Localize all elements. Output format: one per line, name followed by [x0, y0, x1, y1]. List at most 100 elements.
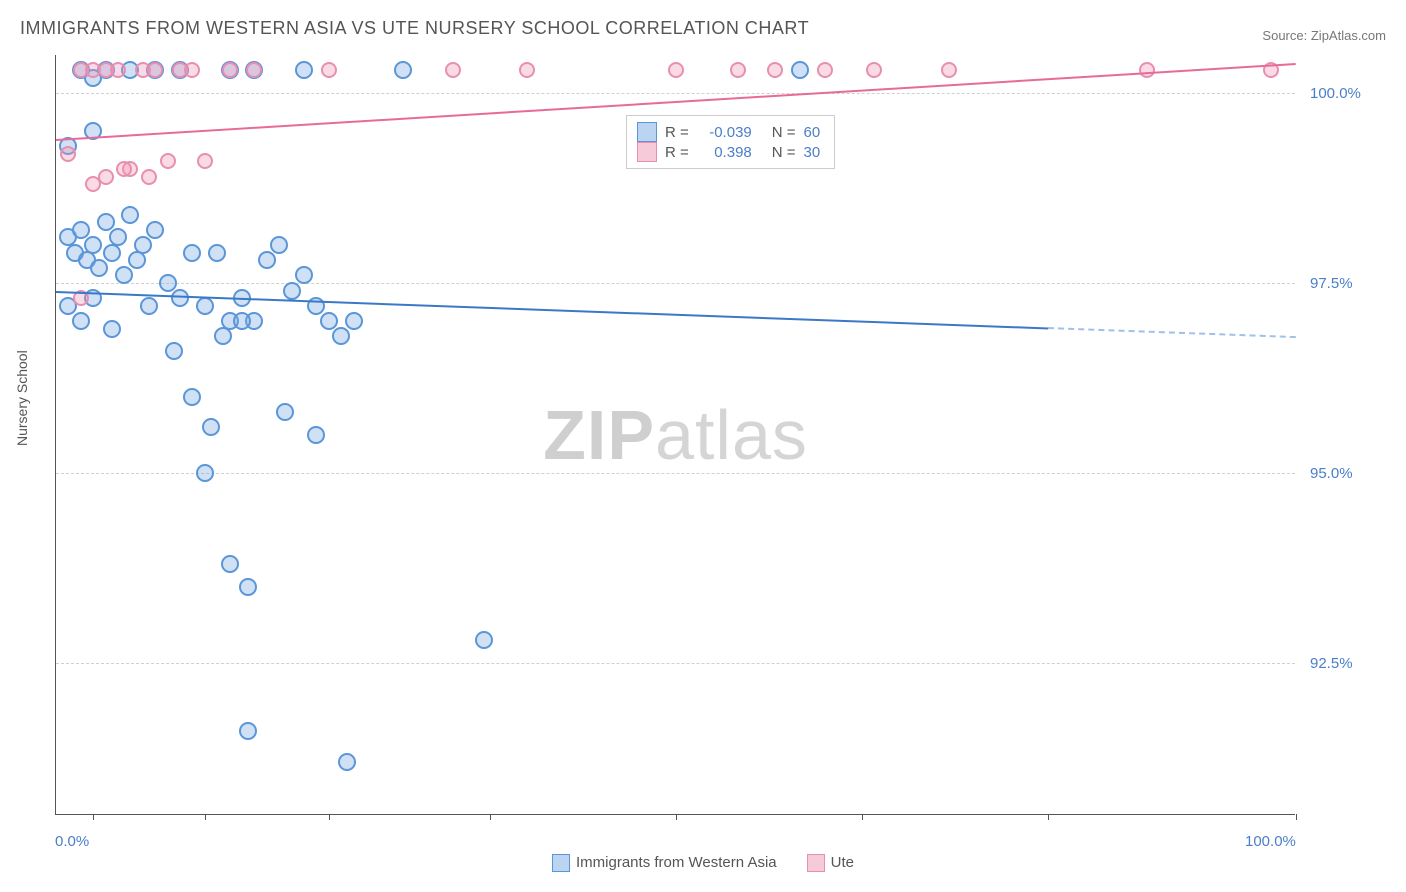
- data-point-blue: [283, 282, 301, 300]
- data-point-pink: [519, 62, 535, 78]
- data-point-pink: [767, 62, 783, 78]
- data-point-blue: [171, 289, 189, 307]
- x-tick: [205, 814, 206, 820]
- data-point-blue: [221, 555, 239, 573]
- data-point-blue: [791, 61, 809, 79]
- x-tick-label: 0.0%: [55, 833, 89, 850]
- data-point-pink: [445, 62, 461, 78]
- data-point-blue: [258, 251, 276, 269]
- series-legend-label: Ute: [831, 854, 854, 871]
- data-point-pink: [222, 62, 238, 78]
- x-tick-label: 100.0%: [1245, 833, 1296, 850]
- data-point-blue: [394, 61, 412, 79]
- legend-swatch-pink: [807, 854, 825, 872]
- watermark-suffix: atlas: [655, 396, 808, 474]
- legend-r-label: R =: [665, 144, 689, 161]
- data-point-pink: [866, 62, 882, 78]
- series-legend: Immigrants from Western Asia Ute: [552, 854, 854, 872]
- y-axis-label: Nursery School: [14, 350, 30, 446]
- data-point-blue: [140, 297, 158, 315]
- x-tick: [93, 814, 94, 820]
- data-point-blue: [320, 312, 338, 330]
- data-point-pink: [817, 62, 833, 78]
- x-tick: [329, 814, 330, 820]
- legend-row: R = 0.398 N = 30: [637, 142, 820, 162]
- data-point-blue: [202, 418, 220, 436]
- data-point-pink: [246, 62, 262, 78]
- data-point-pink: [60, 146, 76, 162]
- data-point-pink: [668, 62, 684, 78]
- data-point-pink: [116, 161, 132, 177]
- data-point-blue: [196, 464, 214, 482]
- legend-n-label: N =: [772, 124, 796, 141]
- legend-swatch-blue: [552, 854, 570, 872]
- data-point-pink: [730, 62, 746, 78]
- data-point-blue: [295, 61, 313, 79]
- gridline: [56, 663, 1295, 664]
- data-point-blue: [97, 213, 115, 231]
- y-tick-label: 95.0%: [1310, 465, 1353, 482]
- data-point-blue: [84, 236, 102, 254]
- data-point-blue: [276, 403, 294, 421]
- data-point-blue: [103, 320, 121, 338]
- watermark: ZIPatlas: [543, 395, 808, 475]
- data-point-blue: [332, 327, 350, 345]
- chart-title: IMMIGRANTS FROM WESTERN ASIA VS UTE NURS…: [20, 18, 809, 39]
- legend-swatch-blue: [637, 122, 657, 142]
- data-point-pink: [184, 62, 200, 78]
- data-point-blue: [109, 228, 127, 246]
- gridline: [56, 283, 1295, 284]
- data-point-blue: [233, 312, 251, 330]
- series-legend-item: Immigrants from Western Asia: [552, 854, 777, 872]
- data-point-blue: [134, 236, 152, 254]
- data-point-blue: [159, 274, 177, 292]
- data-point-blue: [115, 266, 133, 284]
- data-point-blue: [345, 312, 363, 330]
- data-point-pink: [110, 62, 126, 78]
- data-point-blue: [146, 221, 164, 239]
- data-point-blue: [475, 631, 493, 649]
- trend-line: [1048, 327, 1296, 338]
- data-point-blue: [72, 312, 90, 330]
- x-tick: [1296, 814, 1297, 820]
- correlation-legend: R = -0.039 N = 60 R = 0.398 N = 30: [626, 115, 835, 169]
- data-point-blue: [208, 244, 226, 262]
- data-point-pink: [197, 153, 213, 169]
- legend-r-value: 0.398: [697, 144, 752, 161]
- data-point-pink: [147, 62, 163, 78]
- x-tick: [676, 814, 677, 820]
- data-point-blue: [239, 578, 257, 596]
- source-label: Source:: [1262, 28, 1307, 43]
- legend-r-value: -0.039: [697, 124, 752, 141]
- series-legend-label: Immigrants from Western Asia: [576, 854, 777, 871]
- data-point-blue: [121, 206, 139, 224]
- data-point-pink: [941, 62, 957, 78]
- legend-row: R = -0.039 N = 60: [637, 122, 820, 142]
- x-tick: [862, 814, 863, 820]
- data-point-blue: [165, 342, 183, 360]
- data-point-pink: [141, 169, 157, 185]
- gridline: [56, 93, 1295, 94]
- gridline: [56, 473, 1295, 474]
- legend-n-value: 60: [804, 124, 821, 141]
- y-tick-label: 97.5%: [1310, 275, 1353, 292]
- legend-r-label: R =: [665, 124, 689, 141]
- plot-area: ZIPatlas R = -0.039 N = 60 R = 0.398 N = 30: [55, 55, 1295, 815]
- data-point-pink: [85, 176, 101, 192]
- data-point-blue: [307, 426, 325, 444]
- data-point-blue: [72, 221, 90, 239]
- data-point-blue: [295, 266, 313, 284]
- y-tick-label: 92.5%: [1310, 655, 1353, 672]
- data-point-pink: [160, 153, 176, 169]
- data-point-pink: [321, 62, 337, 78]
- data-point-blue: [270, 236, 288, 254]
- data-point-blue: [196, 297, 214, 315]
- y-tick-label: 100.0%: [1310, 85, 1361, 102]
- legend-swatch-pink: [637, 142, 657, 162]
- legend-n-value: 30: [804, 144, 821, 161]
- data-point-blue: [338, 753, 356, 771]
- data-point-blue: [183, 388, 201, 406]
- data-point-blue: [90, 259, 108, 277]
- data-point-pink: [1139, 62, 1155, 78]
- legend-n-label: N =: [772, 144, 796, 161]
